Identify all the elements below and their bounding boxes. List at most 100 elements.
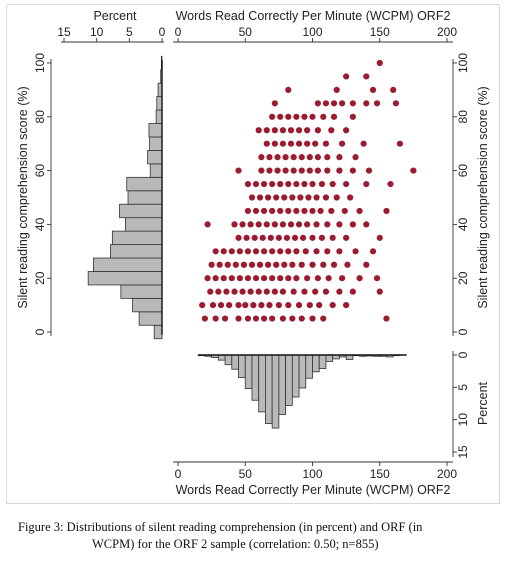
- scatter-point: [287, 127, 295, 134]
- scatter-point: [252, 275, 260, 282]
- scatter-point: [329, 180, 336, 188]
- scatter-point: [287, 221, 295, 228]
- scatter-point: [330, 100, 338, 107]
- scatter-point: [328, 127, 335, 134]
- scatter-point: [314, 127, 321, 134]
- scatter-point: [390, 86, 397, 93]
- scatter-point: [256, 261, 264, 268]
- scatter-point: [312, 140, 319, 147]
- scatter-point: [293, 180, 300, 188]
- scatter-point: [248, 194, 256, 201]
- left-hist-tick-label: 10: [90, 25, 104, 39]
- scatter-point: [274, 167, 281, 174]
- right-y-axis-title: Silent reading comprehension score (%): [476, 86, 490, 308]
- bottom-hist-bar: [305, 354, 313, 379]
- scatter-point: [301, 113, 308, 120]
- scatter-point: [207, 288, 214, 295]
- bottom-x-tick-label: 200: [437, 467, 457, 481]
- scatter-point: [285, 302, 292, 309]
- scatter-point: [289, 315, 296, 322]
- scatter-point: [295, 140, 303, 147]
- scatter-point: [271, 100, 278, 107]
- scatter-point: [258, 302, 265, 309]
- scatter-point: [349, 100, 356, 107]
- scatter-point: [322, 100, 330, 107]
- scatter-point: [242, 302, 249, 309]
- scatter-point: [363, 73, 370, 80]
- scatter-point: [269, 207, 276, 215]
- bottom-hist-bar: [251, 354, 260, 401]
- caption-line-1: Figure 3: Distributions of silent readin…: [18, 520, 423, 534]
- scatter-point: [333, 86, 340, 93]
- scatter-point: [360, 140, 367, 147]
- scatter-point: [252, 315, 260, 322]
- figure-frame: 0 50 100 150 200 Words Read Correctly Per Min…: [6, 4, 500, 504]
- scatter-point: [295, 302, 303, 309]
- scatter-point: [318, 180, 326, 188]
- scatter-point: [320, 261, 327, 268]
- scatter-point: [363, 180, 370, 188]
- left-hist-tick-label: 0: [159, 25, 166, 39]
- scatter-point: [244, 275, 252, 282]
- scatter-point: [376, 59, 383, 67]
- scatter-point: [285, 248, 292, 255]
- scatter-point: [373, 275, 381, 282]
- scatter-point: [309, 234, 316, 241]
- left-hist-bar: [138, 311, 163, 326]
- top-x-tick-label: 150: [370, 25, 390, 39]
- top-x-tick-label: 200: [437, 25, 457, 39]
- scatter-point: [228, 248, 235, 255]
- scatter-point: [248, 261, 256, 268]
- scatter-point: [250, 302, 257, 309]
- top-x-tick-label: 100: [302, 25, 322, 39]
- scatter-point: [298, 261, 305, 268]
- bottom-hist-bar: [278, 354, 286, 415]
- bottom-hist-tick-label: 0: [456, 351, 470, 358]
- left-hist-bar: [156, 96, 163, 111]
- bottom-x-tick-label: 50: [239, 467, 253, 481]
- scatter-point: [260, 275, 268, 282]
- bottom-hist-bar: [224, 354, 233, 366]
- scatter-point: [290, 167, 297, 174]
- left-hist-bar: [155, 109, 163, 124]
- scatter-point: [304, 275, 311, 282]
- scatter-point: [285, 207, 292, 215]
- scatter-point: [239, 288, 246, 295]
- scatter-point: [260, 315, 268, 322]
- scatter-point: [324, 221, 331, 228]
- scatter-point: [352, 154, 359, 161]
- scatter-point: [314, 167, 321, 174]
- scatter-point: [299, 234, 307, 241]
- scatter-point: [285, 275, 292, 282]
- scatter-point: [322, 140, 330, 147]
- scatter-point: [302, 248, 309, 255]
- scatter-point: [239, 221, 246, 228]
- left-hist-bar: [87, 271, 163, 286]
- scatter-point: [298, 315, 305, 322]
- scatter-point: [279, 288, 287, 295]
- scatter-point: [277, 275, 284, 282]
- scatter-point: [289, 261, 296, 268]
- scatter-point: [347, 194, 354, 201]
- bottom-hist-tick-label: 10: [456, 413, 470, 427]
- scatter-point: [304, 127, 311, 134]
- scatter-point: [336, 167, 343, 174]
- scatter-point: [244, 315, 252, 322]
- scatter-point: [312, 288, 319, 295]
- figure-caption: Figure 3: Distributions of silent readin…: [18, 519, 498, 553]
- scatter-point: [259, 234, 266, 241]
- scatter-point: [295, 221, 303, 228]
- scatter-point: [199, 302, 206, 309]
- scatter-point: [352, 248, 359, 255]
- scatter-point: [356, 207, 363, 215]
- scatter-point: [223, 288, 230, 295]
- scatter-point: [387, 180, 394, 188]
- scatter-point: [293, 207, 300, 215]
- scatter-point: [258, 154, 265, 161]
- scatter-point: [293, 113, 300, 120]
- scatter-point: [285, 180, 292, 188]
- scatter-point: [209, 302, 217, 309]
- scatter-point: [266, 154, 273, 161]
- bottom-hist-bar: [325, 354, 334, 362]
